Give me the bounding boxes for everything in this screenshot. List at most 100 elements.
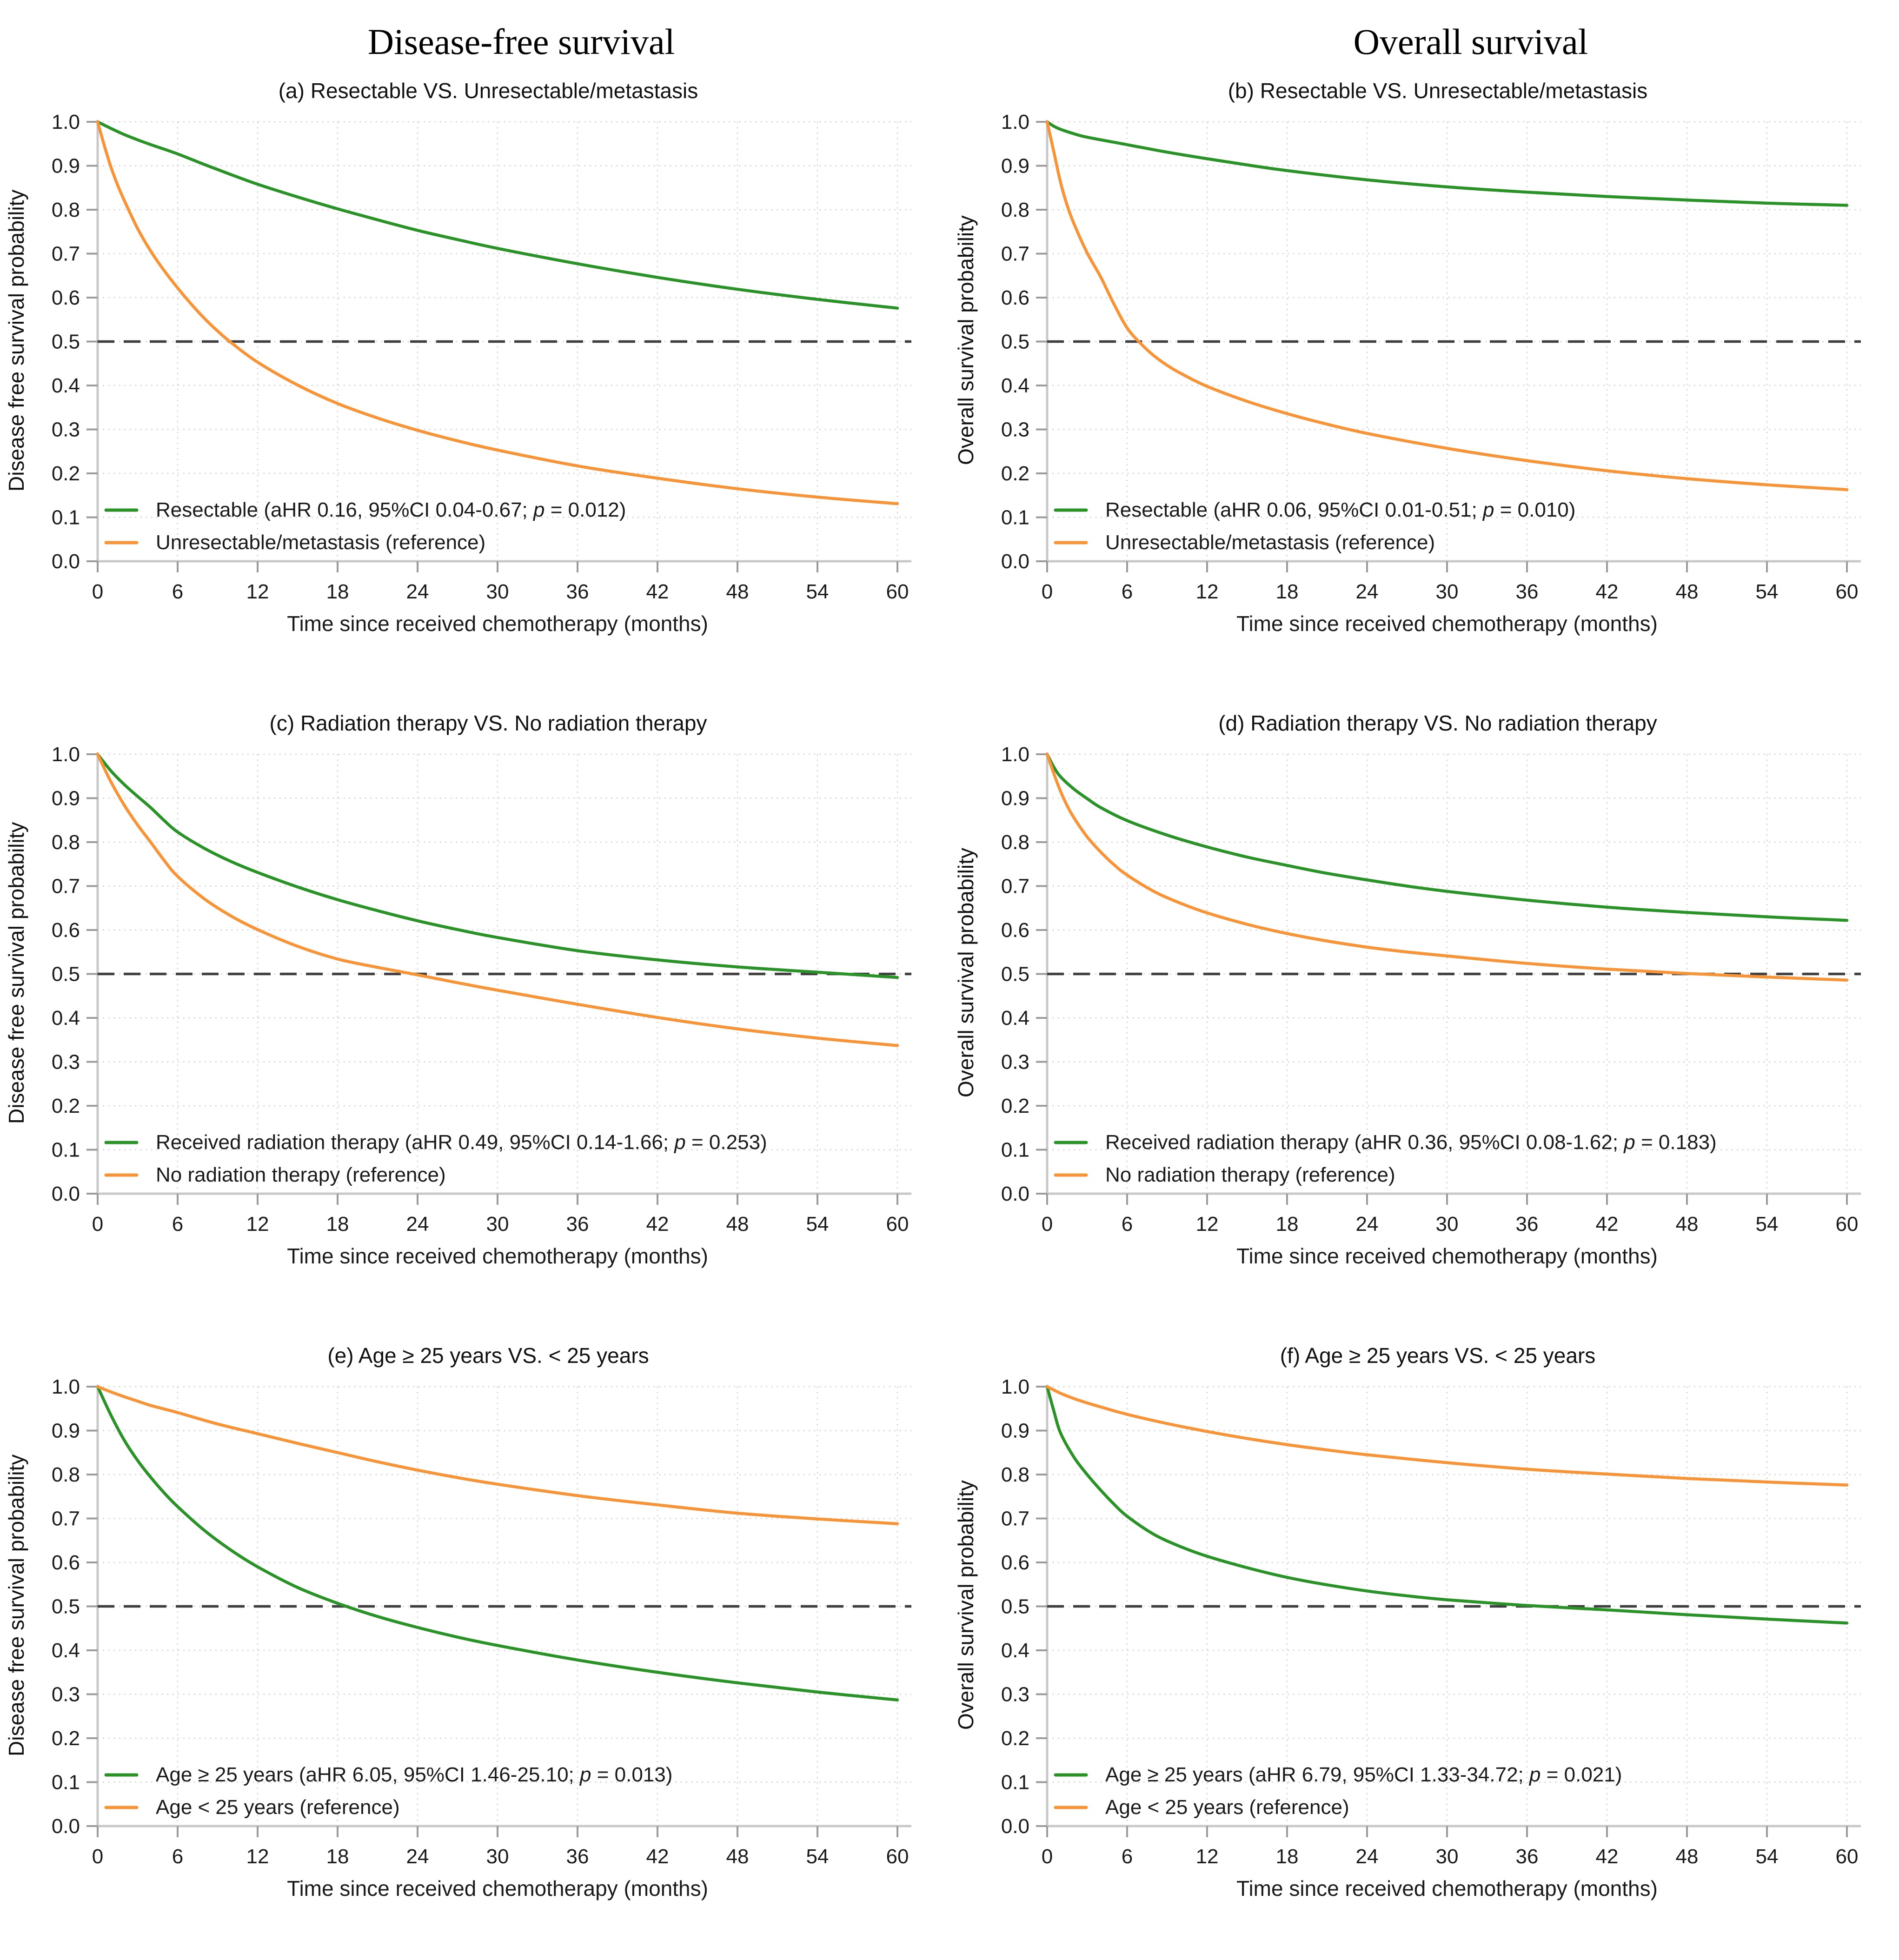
y-tick-label: 0.0 xyxy=(52,550,80,573)
y-tick-label: 0.6 xyxy=(1001,1551,1029,1574)
curve-orange xyxy=(1045,1385,1849,1487)
x-tick-label: 54 xyxy=(1756,1845,1779,1868)
x-axis-label: Time since received chemotherapy (months… xyxy=(287,1244,708,1268)
x-tick-label: 36 xyxy=(1516,580,1539,603)
panel-e-survival-plot: 0.0 0.1 0.2 0.3 0.4 0.5 0.6 0.7 0.8 0.9 1.0 0 6 12 18 2… xyxy=(52,1375,911,1900)
x-tick-label: 6 xyxy=(172,580,183,603)
y-tick-label: 1.0 xyxy=(1001,743,1029,766)
y-tick-label: 0.3 xyxy=(52,1683,80,1706)
y-tick-label: 0.7 xyxy=(1001,875,1029,898)
y-tick-label: 0.3 xyxy=(1001,419,1029,441)
curve-green xyxy=(1045,752,1849,922)
x-tick-label: 54 xyxy=(1756,580,1779,603)
y-tick-label: 0.9 xyxy=(1001,787,1029,810)
y-tick-label: 0.4 xyxy=(52,1639,80,1662)
panel-b-survival-plot: 0.0 0.1 0.2 0.3 0.4 0.5 0.6 0.7 0.8 0.9 1.0 0 6 12 18 2… xyxy=(1001,111,1861,636)
y-tick-label: 0.6 xyxy=(52,919,80,942)
y-tick-label: 0.4 xyxy=(52,374,80,397)
legend-label: Received radiation therapy (aHR 0.36, 95… xyxy=(1105,1131,1717,1154)
curve-green xyxy=(96,752,899,979)
x-tick-label: 60 xyxy=(886,1845,909,1868)
x-tick-label: 60 xyxy=(886,1213,909,1236)
legend-label: Resectable (aHR 0.16, 95%CI 0.04-0.67; p… xyxy=(156,498,626,521)
legend-label: Unresectable/metastasis (reference) xyxy=(156,531,485,554)
curve-green xyxy=(96,1385,899,1702)
y-tick-label: 0.6 xyxy=(52,286,80,309)
x-tick-label: 30 xyxy=(486,580,509,603)
curve-green xyxy=(1045,120,1849,207)
y-tick-label: 0.4 xyxy=(1001,374,1029,397)
x-axis-label: Time since received chemotherapy (months… xyxy=(1236,611,1658,636)
y-tick-label: 0.5 xyxy=(52,331,80,353)
curve-orange xyxy=(96,752,899,1047)
x-tick-label: 18 xyxy=(326,1845,349,1868)
x-tick-label: 48 xyxy=(1676,580,1699,603)
panel-b-y-axis-label: Overall survival probability xyxy=(954,215,978,465)
panel-f-survival-plot: 0.0 0.1 0.2 0.3 0.4 0.5 0.6 0.7 0.8 0.9 1.0 0 6 12 18 2… xyxy=(1001,1375,1861,1900)
x-tick-label: 24 xyxy=(406,1845,429,1868)
y-tick-label: 0.9 xyxy=(52,155,80,178)
legend-label: No radiation therapy (reference) xyxy=(156,1163,446,1186)
x-tick-label: 54 xyxy=(806,1213,829,1236)
x-tick-label: 12 xyxy=(246,580,269,603)
panel-a-y-axis-label: Disease free survival probability xyxy=(4,189,28,492)
panel-f-y-axis-label: Overall survival probability xyxy=(954,1480,978,1730)
panel-d-survival-plot: 0.0 0.1 0.2 0.3 0.4 0.5 0.6 0.7 0.8 0.9 1.0 0 6 12 18 2… xyxy=(1001,743,1861,1268)
x-tick-label: 12 xyxy=(1196,1213,1219,1236)
y-tick-label: 0.3 xyxy=(52,1051,80,1074)
x-tick-label: 6 xyxy=(172,1213,183,1236)
y-tick-label: 0.7 xyxy=(52,1508,80,1530)
curve-orange xyxy=(96,1385,899,1526)
column-heading-os: Overall survival xyxy=(1353,21,1588,62)
y-tick-label: 0.6 xyxy=(52,1551,80,1574)
y-tick-label: 0.5 xyxy=(52,1595,80,1618)
x-tick-label: 42 xyxy=(1596,1845,1619,1868)
y-tick-label: 0.3 xyxy=(52,419,80,441)
x-tick-label: 6 xyxy=(172,1845,183,1868)
legend-label: Received radiation therapy (aHR 0.49, 95… xyxy=(156,1131,767,1154)
panel-e-dfs-age: (e) Age ≥ 25 years VS. < 25 years Diseas… xyxy=(0,1328,950,1960)
panel-c-survival-plot: 0.0 0.1 0.2 0.3 0.4 0.5 0.6 0.7 0.8 0.9 1.0 0 6 12 18 2… xyxy=(52,743,911,1268)
x-axis-label: Time since received chemotherapy (months… xyxy=(287,1876,708,1900)
y-tick-label: 0.7 xyxy=(1001,1508,1029,1530)
y-tick-label: 1.0 xyxy=(1001,1375,1029,1398)
y-tick-label: 0.0 xyxy=(1001,1183,1029,1205)
panel-a-title: (a) Resectable VS. Unresectable/metastas… xyxy=(278,79,698,103)
x-tick-label: 12 xyxy=(1196,1845,1219,1868)
x-tick-label: 30 xyxy=(1436,1213,1459,1236)
curve-orange xyxy=(1045,752,1849,982)
curve-green xyxy=(96,120,899,310)
y-tick-label: 0.0 xyxy=(1001,550,1029,573)
x-tick-label: 18 xyxy=(1276,1213,1299,1236)
x-tick-label: 0 xyxy=(1042,1845,1053,1868)
x-tick-label: 48 xyxy=(726,580,749,603)
x-tick-label: 6 xyxy=(1122,1845,1133,1868)
x-tick-label: 18 xyxy=(1276,1845,1299,1868)
panel-c-dfs-radiation: (c) Radiation therapy VS. No radiation t… xyxy=(0,695,950,1328)
y-tick-label: 0.8 xyxy=(1001,199,1029,221)
y-tick-label: 0.2 xyxy=(1001,1727,1029,1750)
y-tick-label: 0.2 xyxy=(52,462,80,485)
y-tick-label: 0.5 xyxy=(1001,331,1029,353)
column-heading-dfs: Disease-free survival xyxy=(367,21,675,62)
y-tick-label: 0.9 xyxy=(1001,1420,1029,1442)
y-tick-label: 0.7 xyxy=(52,243,80,266)
x-axis-label: Time since received chemotherapy (months… xyxy=(1236,1244,1658,1268)
legend-label: Age ≥ 25 years (aHR 6.79, 95%CI 1.33-34.… xyxy=(1105,1763,1622,1786)
curve-orange xyxy=(96,120,899,505)
panel-c-y-axis-label: Disease free survival probability xyxy=(4,822,28,1124)
x-axis-label: Time since received chemotherapy (months… xyxy=(287,611,708,636)
x-tick-label: 24 xyxy=(406,580,429,603)
x-tick-label: 18 xyxy=(326,1213,349,1236)
legend-label: Age < 25 years (reference) xyxy=(156,1796,400,1819)
y-tick-label: 0.0 xyxy=(52,1815,80,1838)
x-tick-label: 42 xyxy=(646,1845,669,1868)
x-tick-label: 60 xyxy=(1836,580,1859,603)
y-tick-label: 0.1 xyxy=(52,1139,80,1162)
x-tick-label: 24 xyxy=(406,1213,429,1236)
x-tick-label: 54 xyxy=(806,1845,829,1868)
x-tick-label: 0 xyxy=(92,580,103,603)
x-tick-label: 18 xyxy=(1276,580,1299,603)
x-tick-label: 48 xyxy=(1676,1213,1699,1236)
panel-a-dfs-resectability: (a) Resectable VS. Unresectable/metastas… xyxy=(0,63,950,695)
